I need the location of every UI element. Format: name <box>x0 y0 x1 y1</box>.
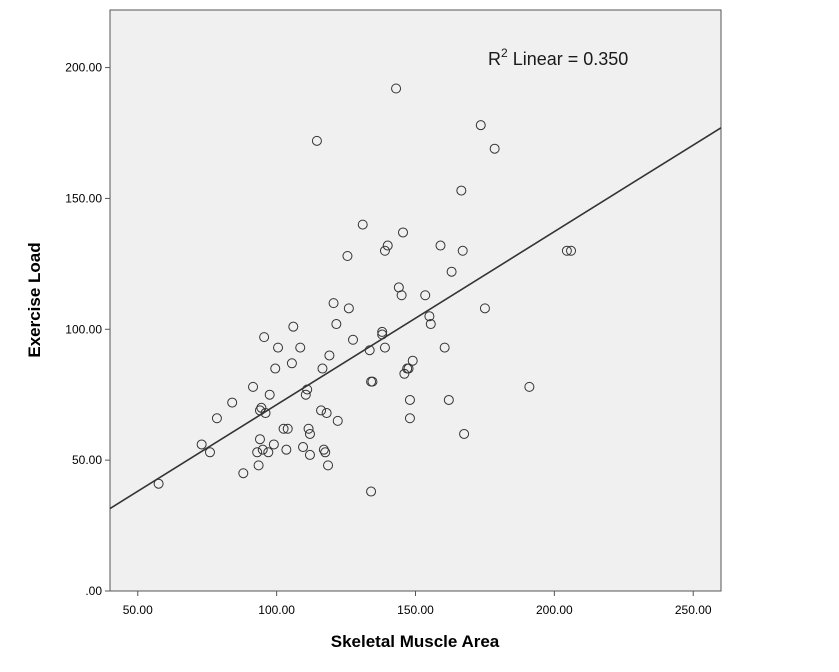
data-point <box>282 423 293 434</box>
data-point <box>304 428 315 439</box>
data-point <box>302 384 313 395</box>
data-point <box>323 460 334 471</box>
data-point <box>382 240 393 251</box>
data-point <box>321 408 332 419</box>
data-point <box>489 143 500 154</box>
data-point <box>524 381 535 392</box>
y-tick-label: 200.00 <box>65 61 102 75</box>
data-point <box>343 303 354 314</box>
data-point <box>328 298 339 309</box>
data-point <box>456 185 467 196</box>
data-point <box>379 245 390 256</box>
data-point <box>253 460 264 471</box>
data-point <box>420 290 431 301</box>
y-tick-label: 150.00 <box>65 191 102 205</box>
data-point <box>300 389 311 400</box>
data-point <box>366 486 377 497</box>
regression-line <box>109 127 722 510</box>
data-point <box>153 478 164 489</box>
data-point <box>348 334 359 345</box>
data-point <box>304 449 315 460</box>
data-point <box>404 413 415 424</box>
plot-area <box>109 9 722 592</box>
data-point <box>257 444 268 455</box>
data-point <box>407 355 418 366</box>
data-point <box>331 319 342 330</box>
data-point <box>446 266 457 277</box>
data-point <box>324 350 335 361</box>
data-point <box>566 245 577 256</box>
data-point <box>281 444 292 455</box>
data-point <box>332 415 343 426</box>
r-squared-annotation: R2 Linear = 0.350 <box>488 46 628 69</box>
x-tick-label: 200.00 <box>536 603 573 617</box>
data-point <box>286 358 297 369</box>
data-point <box>318 444 329 455</box>
x-tick-label: 50.00 <box>123 603 153 617</box>
data-point <box>268 439 279 450</box>
y-tick-label: 100.00 <box>65 322 102 336</box>
data-point <box>443 394 454 405</box>
data-point <box>435 240 446 251</box>
data-point <box>254 405 265 416</box>
data-point <box>211 413 222 424</box>
data-point <box>278 423 289 434</box>
data-point <box>263 447 274 458</box>
data-point <box>248 381 259 392</box>
data-point <box>342 251 353 262</box>
data-point <box>404 394 415 405</box>
data-point <box>320 447 331 458</box>
data-point <box>295 342 306 353</box>
data-point <box>252 447 263 458</box>
data-point <box>377 329 388 340</box>
data-point <box>391 83 402 94</box>
data-point <box>377 326 388 337</box>
data-point <box>227 397 238 408</box>
data-point <box>259 332 270 343</box>
data-point <box>311 135 322 146</box>
data-point <box>303 423 314 434</box>
y-axis-title: Exercise Load <box>25 242 44 357</box>
data-point <box>379 342 390 353</box>
x-axis-title: Skeletal Muscle Area <box>331 632 500 651</box>
data-point <box>479 303 490 314</box>
data-point <box>196 439 207 450</box>
data-point <box>425 319 436 330</box>
data-point <box>298 442 309 453</box>
data-point <box>273 342 284 353</box>
superscript-2: 2 <box>501 46 508 60</box>
data-point <box>561 245 572 256</box>
data-point <box>288 321 299 332</box>
y-tick-label: 50.00 <box>72 453 102 467</box>
data-point <box>260 408 271 419</box>
x-tick-label: 250.00 <box>675 603 712 617</box>
data-point <box>396 290 407 301</box>
data-point <box>254 434 265 445</box>
data-point <box>439 342 450 353</box>
data-point <box>317 363 328 374</box>
x-tick-label: 150.00 <box>397 603 434 617</box>
data-point <box>364 345 375 356</box>
data-point <box>475 120 486 131</box>
data-point <box>398 227 409 238</box>
data-point <box>457 245 468 256</box>
data-point <box>238 468 249 479</box>
x-tick-label: 100.00 <box>258 603 295 617</box>
data-point <box>204 447 215 458</box>
data-point <box>459 428 470 439</box>
y-tick-label: .00 <box>85 584 102 598</box>
data-point <box>367 376 378 387</box>
data-point <box>403 363 414 374</box>
data-point <box>424 311 435 322</box>
data-point <box>316 405 327 416</box>
data-point <box>357 219 368 230</box>
data-point <box>264 389 275 400</box>
data-point <box>270 363 281 374</box>
